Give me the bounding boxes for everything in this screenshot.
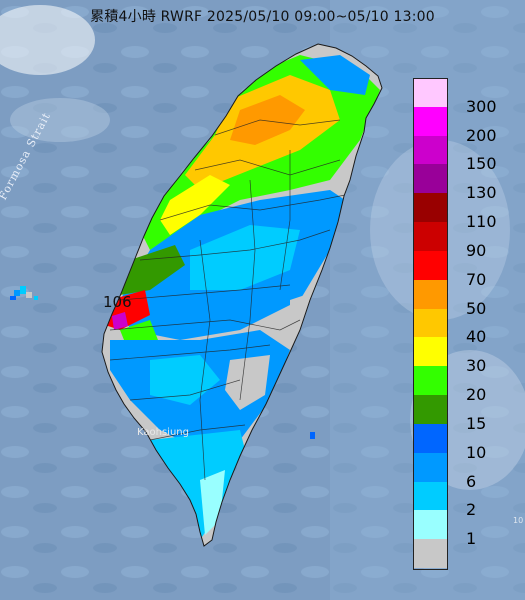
legend-label: 110	[466, 212, 497, 232]
legend-label: 1	[466, 529, 477, 549]
corner-label: 10	[513, 516, 524, 525]
legend-label: 150	[466, 154, 497, 174]
taiwan-coastline	[101, 43, 383, 547]
legend-swatch	[413, 337, 448, 367]
legend-swatch	[413, 193, 448, 223]
legend-swatch	[413, 395, 448, 425]
legend-label: 10	[466, 442, 487, 462]
legend-frame	[413, 78, 448, 570]
legend-label: 2	[466, 500, 477, 520]
legend-label: 70	[466, 269, 487, 289]
legend-label: 30	[466, 356, 487, 376]
legend-label: 300	[466, 96, 497, 116]
legend-swatch	[413, 423, 448, 454]
legend-swatch	[413, 135, 448, 165]
legend-label: 50	[466, 298, 487, 318]
legend-swatch	[413, 222, 448, 252]
east-island	[310, 432, 315, 439]
legend-label: 40	[466, 327, 487, 347]
penghu-islands	[10, 286, 38, 300]
legend-label: 6	[466, 471, 477, 491]
legend-swatch	[413, 366, 448, 396]
legend-swatch	[413, 78, 448, 108]
max-value-label: 106	[103, 293, 132, 311]
cloud-patch-northwest	[0, 5, 95, 75]
legend-label: 15	[466, 413, 487, 433]
map-title: 累積4小時 RWRF 2025/05/10 09:00~05/10 13:00	[90, 9, 435, 25]
legend-swatch	[413, 279, 448, 310]
legend-label: 90	[466, 240, 487, 260]
legend-label: 20	[466, 385, 487, 405]
legend-swatch	[413, 164, 448, 194]
legend-swatch	[413, 481, 448, 511]
legend-swatch	[413, 308, 448, 338]
legend-swatch	[413, 250, 448, 281]
legend-label: 130	[466, 183, 497, 203]
legend-swatch	[413, 510, 448, 540]
cloud-patch-west	[10, 98, 110, 142]
legend-swatch	[413, 452, 448, 483]
city-label: Kaohsiung	[137, 427, 189, 438]
legend-label: 200	[466, 125, 497, 145]
legend-swatch	[413, 539, 448, 569]
legend-swatch	[413, 106, 448, 137]
